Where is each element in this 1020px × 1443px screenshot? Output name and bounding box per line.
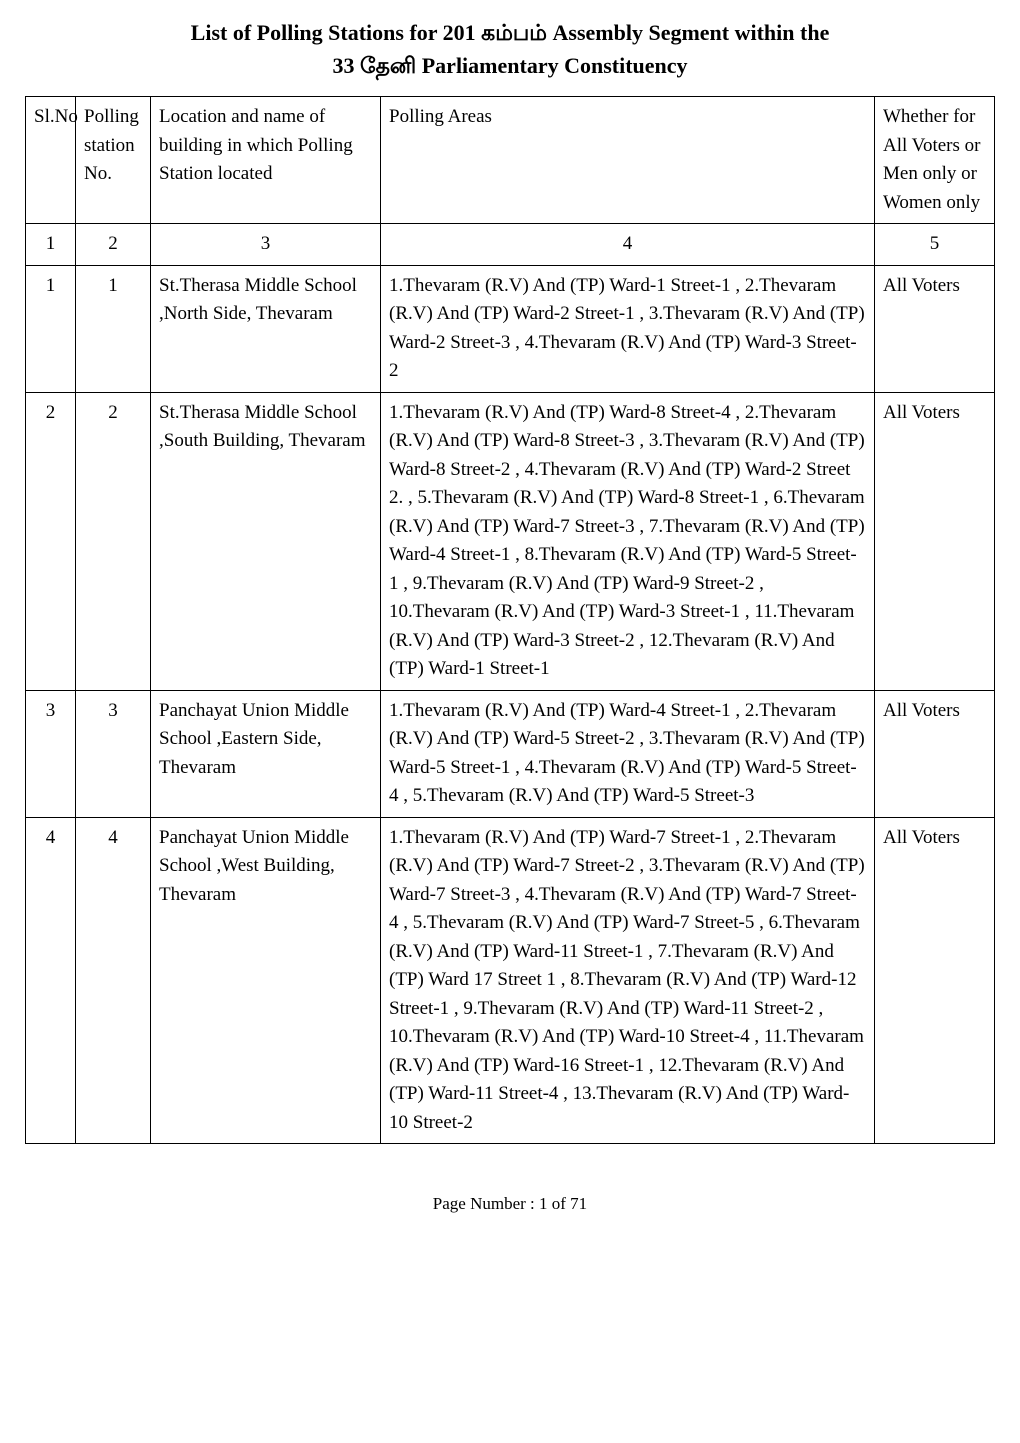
cell-location: St.Therasa Middle School ,South Building… [151,392,381,690]
cell-areas: 1.Thevaram (R.V) And (TP) Ward-8 Street-… [381,392,875,690]
cell-location: Panchayat Union Middle School ,West Buil… [151,817,381,1144]
cell-whether: All Voters [875,392,995,690]
col-header-areas: Polling Areas [381,97,875,224]
col-header-location: Location and name of building in which P… [151,97,381,224]
cell-areas: 1.Thevaram (R.V) And (TP) Ward-4 Street-… [381,690,875,817]
cell-areas: 1.Thevaram (R.V) And (TP) Ward-1 Street-… [381,265,875,392]
colnum-1: 1 [26,224,76,266]
cell-whether: All Voters [875,817,995,1144]
page-title-line1: List of Polling Stations for 201 கம்பம் … [25,20,995,49]
colnum-4: 4 [381,224,875,266]
polling-stations-table: Sl.No Polling station No. Location and n… [25,96,995,1144]
col-header-polling: Polling station No. [76,97,151,224]
cell-location: St.Therasa Middle School ,North Side, Th… [151,265,381,392]
cell-location: Panchayat Union Middle School ,Eastern S… [151,690,381,817]
table-row: 2 2 St.Therasa Middle School ,South Buil… [26,392,995,690]
cell-slno: 3 [26,690,76,817]
col-header-slno: Sl.No [26,97,76,224]
cell-whether: All Voters [875,690,995,817]
page-footer: Page Number : 1 of 71 [25,1194,995,1214]
cell-slno: 4 [26,817,76,1144]
cell-slno: 2 [26,392,76,690]
colnum-2: 2 [76,224,151,266]
cell-polling: 1 [76,265,151,392]
cell-polling: 3 [76,690,151,817]
table-row: 4 4 Panchayat Union Middle School ,West … [26,817,995,1144]
cell-areas: 1.Thevaram (R.V) And (TP) Ward-7 Street-… [381,817,875,1144]
colnum-3: 3 [151,224,381,266]
cell-slno: 1 [26,265,76,392]
table-number-row: 1 2 3 4 5 [26,224,995,266]
colnum-5: 5 [875,224,995,266]
table-row: 3 3 Panchayat Union Middle School ,Easte… [26,690,995,817]
cell-polling: 2 [76,392,151,690]
col-header-whether: Whether for All Voters or Men only or Wo… [875,97,995,224]
table-row: 1 1 St.Therasa Middle School ,North Side… [26,265,995,392]
cell-whether: All Voters [875,265,995,392]
page-title-line2: 33 தேனி Parliamentary Constituency [25,53,995,82]
cell-polling: 4 [76,817,151,1144]
table-header-row: Sl.No Polling station No. Location and n… [26,97,995,224]
